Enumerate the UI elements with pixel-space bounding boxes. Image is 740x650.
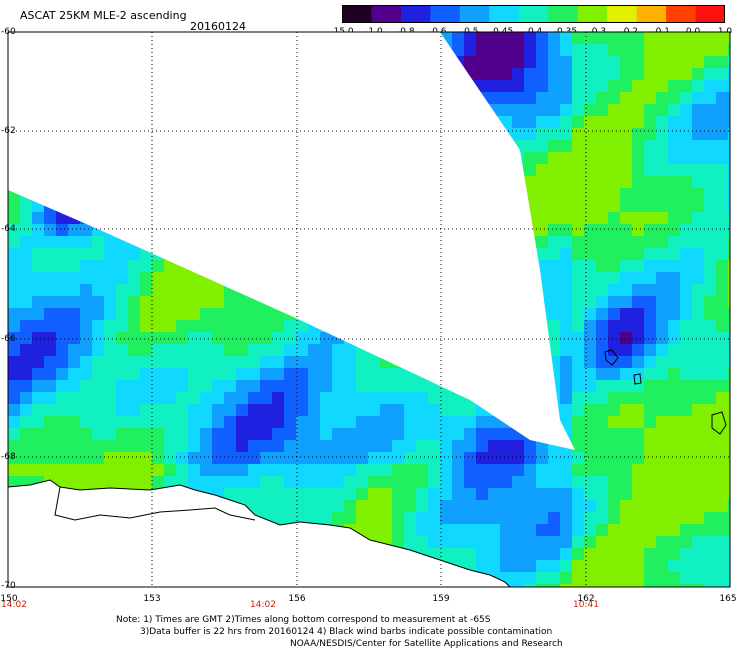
lat-label: -64 — [1, 224, 16, 234]
colorbar-swatch — [548, 5, 579, 23]
lon-label: 153 — [143, 594, 161, 604]
colorbar-swatch — [430, 5, 461, 23]
note-line-2: 3)Data buffer is 22 hrs from 20160124 4)… — [140, 627, 553, 637]
colorbar-swatch — [518, 5, 549, 23]
island-outline-3 — [633, 373, 642, 385]
data-gap-swath — [8, 32, 575, 450]
map-title: ASCAT 25KM MLE-2 ascending — [20, 9, 187, 22]
colorbar-swatch — [695, 5, 725, 23]
colorbar — [342, 5, 725, 23]
colorbar-swatch — [636, 5, 667, 23]
island-outline-2 — [711, 411, 727, 435]
map-date: 20160124 — [190, 20, 246, 33]
colorbar-swatch — [459, 5, 490, 23]
note-line-3: NOAA/NESDIS/Center for Satellite Applica… — [290, 639, 563, 649]
lat-label: -62 — [1, 126, 16, 136]
lon-label: 162 — [577, 594, 595, 604]
lon-label: 150 — [0, 594, 18, 604]
lat-label: -66 — [1, 334, 16, 344]
colorbar-swatch — [400, 5, 431, 23]
note-line-1: Note: 1) Times are GMT 2)Times along bot… — [116, 615, 491, 625]
lat-label: -70 — [1, 581, 16, 591]
colorbar-swatch — [489, 5, 520, 23]
colorbar-swatch — [371, 5, 402, 23]
ice-shelf-outline — [54, 486, 256, 521]
coastline — [8, 479, 511, 587]
lat-label: -60 — [1, 27, 16, 37]
colorbar-swatch — [577, 5, 608, 23]
colorbar-swatch — [666, 5, 697, 23]
island-outline-1 — [604, 349, 619, 366]
lon-label: 159 — [432, 594, 450, 604]
land-mask — [8, 480, 510, 587]
colorbar-swatch — [342, 5, 372, 23]
time-label: 10:41 — [573, 600, 599, 610]
lon-label: 156 — [288, 594, 306, 604]
lat-label: -68 — [1, 452, 16, 462]
time-label: 14:02 — [250, 600, 276, 610]
plot-frame — [7, 31, 731, 588]
time-label: 14:02 — [1, 600, 27, 610]
colorbar-swatch — [607, 5, 638, 23]
lon-label: 165 — [719, 594, 737, 604]
